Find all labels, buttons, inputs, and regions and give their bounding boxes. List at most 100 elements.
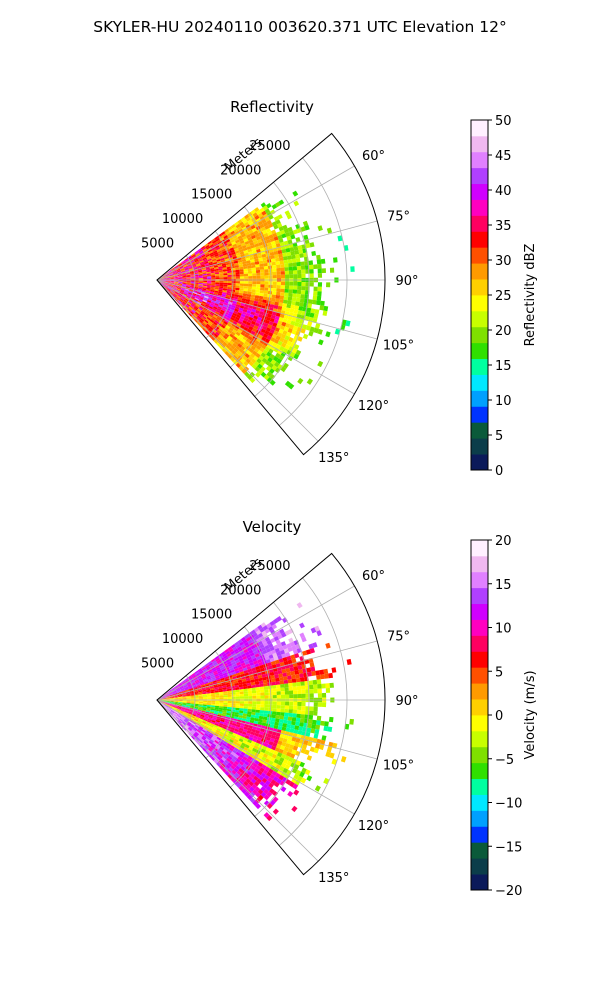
azimuth-tick-label: 120°: [358, 819, 389, 834]
range-ring: [254, 182, 310, 397]
colorbar: 0 5 10 15 20 25 30 35 40 45 50 Reflectivity dBZ: [470, 114, 538, 479]
sector-frame: [156, 132, 386, 456]
colorbar-label: Velocity (m/s): [523, 670, 538, 759]
colorbar-swatch: [471, 374, 488, 391]
colorbar-swatch: [471, 826, 488, 843]
range-tick-label: 25000: [249, 139, 290, 154]
colorbar-swatch: [471, 342, 488, 360]
colorbar-tick-label: 30: [495, 254, 512, 269]
colorbar-swatch: [471, 555, 488, 573]
polar-grid: [156, 157, 385, 442]
colorbar-swatch: [471, 263, 488, 280]
colorbar-swatch: [471, 390, 488, 407]
colorbar-swatch: [471, 874, 488, 891]
reflectivity-panel: 60° 75° 90° 105° 120° 135° 5000 10000 15000 20000…: [141, 98, 538, 479]
colorbar-tick-label: 20: [495, 324, 512, 339]
colorbar-swatch: [471, 810, 488, 827]
colorbar-tick-label: 0: [495, 709, 503, 724]
colorbar-label: Reflectivity dBZ: [523, 244, 538, 347]
colorbar-tick-label: 0: [495, 464, 503, 479]
panel-title: Reflectivity: [230, 98, 314, 116]
colorbar-swatch: [471, 279, 488, 296]
colorbar-tick-label: 40: [495, 184, 512, 199]
azimuth-spoke: [156, 699, 355, 815]
colorbar-tick-label: 10: [495, 622, 512, 637]
colorbar-swatch: [471, 842, 488, 859]
azimuth-tick-label: 90°: [395, 694, 418, 709]
azimuth-spoke: [156, 699, 378, 760]
colorbar-swatch: [471, 571, 488, 589]
azimuth-spoke: [156, 220, 378, 281]
colorbar-tick-label: 15: [495, 359, 512, 374]
azimuth-tick-label: 120°: [358, 399, 389, 414]
colorbar-swatch: [471, 120, 488, 137]
colorbar-swatch: [471, 247, 488, 264]
azimuth-tick-label: 60°: [362, 149, 385, 164]
range-ring: [205, 230, 234, 339]
colorbar-swatch: [471, 683, 488, 700]
colorbar-swatch: [471, 540, 488, 557]
colorbar-tick-label: 45: [495, 149, 512, 164]
colorbar-tick-label: 20: [495, 534, 512, 549]
colorbar-swatch: [471, 135, 488, 153]
colorbar-swatch: [471, 619, 488, 636]
colorbar-swatch: [471, 667, 488, 684]
range-tick-label: 20000: [220, 163, 261, 178]
colorbar-tick-label: 10: [495, 394, 512, 409]
colorbar-swatch: [471, 151, 488, 169]
colorbar-tick-label: 25: [495, 289, 512, 304]
range-ring: [254, 602, 310, 817]
azimuth-spoke: [156, 699, 319, 862]
colorbar-swatch: [471, 183, 488, 200]
azimuth-tick-label: 90°: [395, 274, 418, 289]
range-ring: [278, 157, 348, 426]
colorbar-swatch: [471, 746, 488, 764]
sector-frame: [156, 552, 386, 876]
colorbar-swatch: [471, 454, 488, 471]
colorbar-swatch: [471, 215, 488, 232]
colorbar-swatch: [471, 778, 488, 795]
range-tick-label: 5000: [141, 657, 174, 672]
azimuth-spoke: [156, 279, 319, 442]
velocity-data-field: [157, 602, 354, 822]
range-ring: [230, 206, 272, 368]
colorbar-swatch: [471, 326, 488, 344]
range-ring: [230, 626, 272, 788]
range-ring: [278, 577, 348, 846]
azimuth-spoke: [156, 165, 355, 281]
azimuth-tick-label: 75°: [387, 209, 410, 224]
azimuth-tick-label: 135°: [318, 871, 349, 886]
colorbar-tick-label: 50: [495, 114, 512, 129]
colorbar-swatch: [471, 762, 488, 780]
colorbar-swatch: [471, 635, 488, 652]
azimuth-tick-label: 60°: [362, 569, 385, 584]
range-tick-label: 10000: [162, 632, 203, 647]
panel-title: Velocity: [243, 518, 302, 536]
colorbar-swatch: [471, 358, 488, 375]
colorbar-tick-label: 35: [495, 219, 512, 234]
range-tick-label: 15000: [191, 188, 232, 203]
colorbar-swatch: [471, 422, 488, 439]
colorbar-tick-label: 5: [495, 429, 503, 444]
azimuth-tick-label: 105°: [383, 759, 414, 774]
colorbar-tick-label: −5: [495, 753, 514, 768]
range-tick-label: 10000: [162, 212, 203, 227]
colorbar-swatch: [471, 699, 488, 716]
velocity-panel: 60° 75° 90° 105° 120° 135° 5000 10000 15000 20000…: [141, 518, 538, 899]
colorbar-swatch: [471, 406, 488, 423]
colorbar-swatch: [471, 438, 488, 455]
azimuth-spoke: [156, 279, 355, 395]
colorbar-tick-label: 15: [495, 578, 512, 593]
figure-suptitle: SKYLER-HU 20240110 003620.371 UTC Elevat…: [93, 18, 507, 36]
colorbar-tick-label: −20: [495, 884, 522, 899]
colorbar-swatch: [471, 587, 488, 605]
colorbar-tick-label: 5: [495, 665, 503, 680]
colorbar-swatch: [471, 199, 488, 216]
colorbar-swatch: [471, 310, 488, 328]
range-tick-label: 20000: [220, 583, 261, 598]
colorbar: −20 −15 −10 −5 0 5 10 15 20 Velocity (m/s): [470, 534, 538, 899]
colorbar-tick-label: −10: [495, 797, 522, 812]
range-ring: [205, 650, 234, 759]
